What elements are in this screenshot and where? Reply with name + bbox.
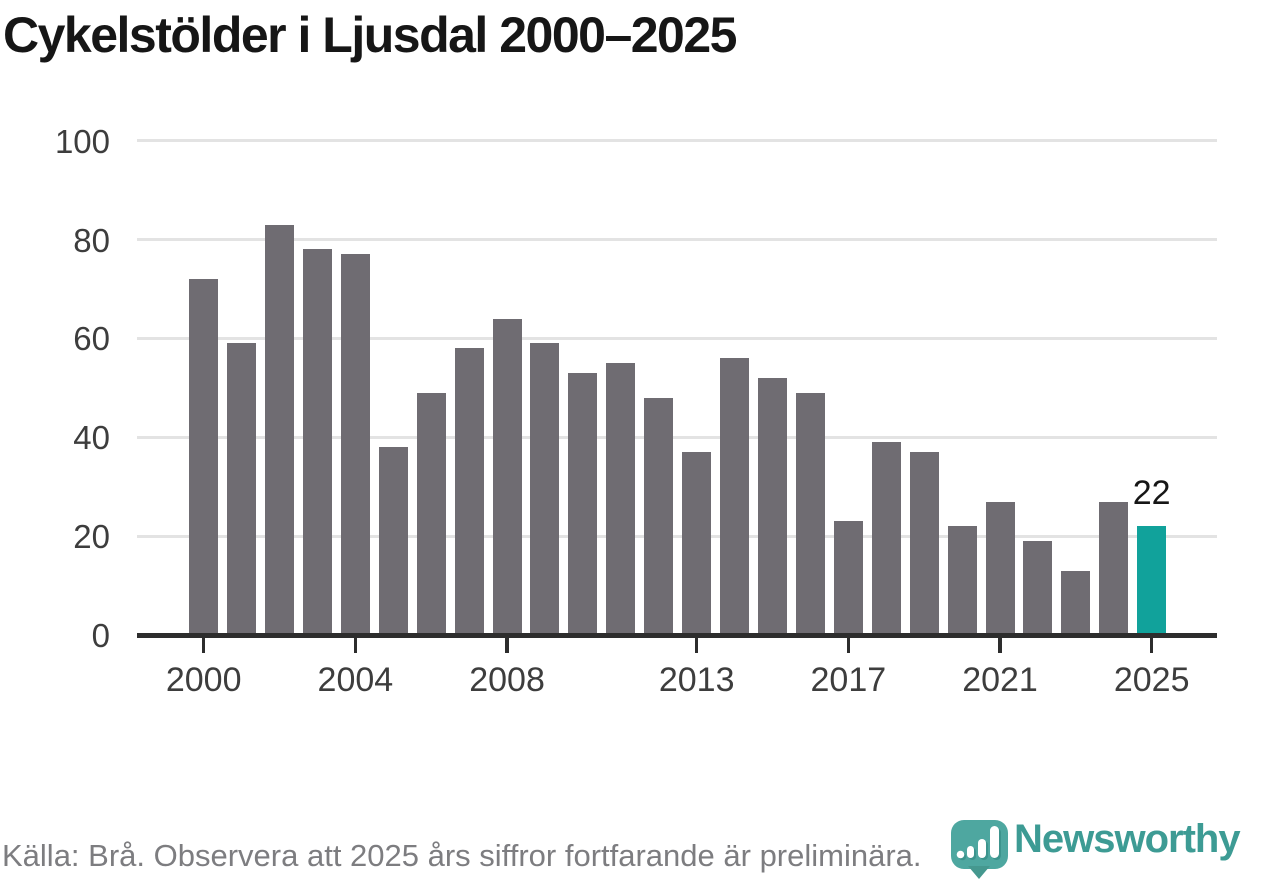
x-tick [1149,637,1154,653]
y-axis-label: 40 [73,419,110,457]
y-axis-label: 80 [73,221,110,259]
y-axis-label: 0 [91,617,110,654]
bar-2011 [606,363,636,635]
x-axis-label: 2021 [962,661,1038,699]
bar-2017 [833,521,863,635]
source-note: Källa: Brå. Observera att 2025 års siffr… [2,838,922,873]
x-axis-label: 2013 [658,661,735,699]
bar-2018 [871,442,901,635]
y-axis-label: 20 [73,518,110,556]
chart-title: Cykelstölder i Ljusdal 2000–2025 [3,7,737,63]
bar-2003 [302,249,332,635]
bar-2019 [909,452,939,635]
x-tick [353,637,358,653]
bar-2006 [416,392,446,635]
bar-2000 [189,279,219,635]
x-axis-label: 2000 [165,661,242,699]
y-gridline [137,139,1217,143]
x-tick [201,637,206,653]
newsworthy-logo-icon [946,816,1012,884]
newsworthy-wordmark: Newsworthy [1014,817,1241,861]
bar-2012 [644,397,674,635]
value-annotation: 22 [1132,474,1171,513]
y-gridline [137,435,1217,439]
y-gridline [137,534,1217,538]
x-axis-label: 2017 [810,661,887,699]
x-tick [505,637,509,653]
bar-2010 [568,373,598,635]
bar-2007 [454,348,484,635]
bar-2020 [947,526,977,635]
bar-2004 [340,254,370,635]
bar-2005 [378,447,408,635]
bar-2013 [682,452,712,635]
bar-2015 [758,377,787,635]
bar-2021 [985,501,1015,635]
bar-2002 [265,224,295,635]
bar-2009 [530,343,560,635]
x-tick [846,637,851,653]
x-axis-line [137,633,1217,638]
x-axis-label: 2025 [1113,661,1190,699]
bar-2023 [1061,570,1091,635]
y-gridline [137,336,1217,340]
x-axis-label: 2008 [469,661,545,699]
x-tick [998,637,1002,653]
y-axis-label: 100 [54,122,110,160]
bar-2016 [795,392,825,635]
x-axis-label: 2004 [317,661,394,699]
y-gridline [137,238,1217,242]
bar-2025 [1137,526,1167,635]
bar-2024 [1099,501,1129,635]
bar-2014 [720,358,750,635]
y-axis-label: 60 [73,320,110,358]
bar-2008 [492,318,522,635]
x-tick [694,637,699,653]
bar-2022 [1023,541,1053,635]
bar-2001 [227,343,257,635]
